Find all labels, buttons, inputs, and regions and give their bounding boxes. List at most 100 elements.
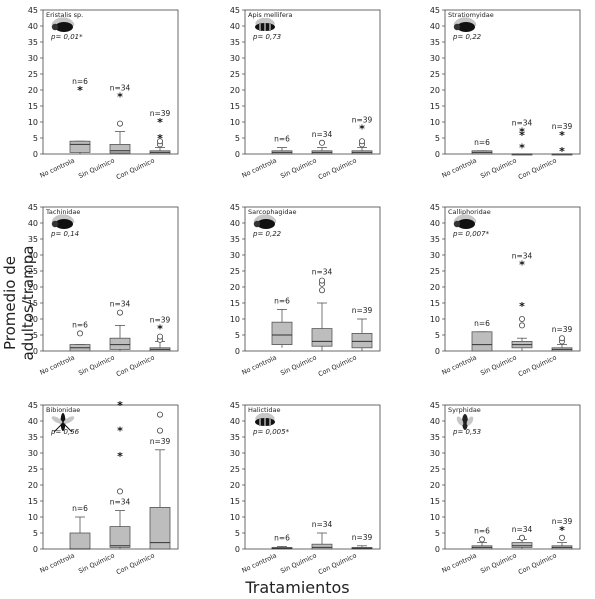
y-tick-label: 35 [28, 433, 38, 442]
box-iqr [511, 542, 533, 548]
y-tick-label: 10 [430, 118, 440, 127]
x-category-label: Sin Químico [279, 157, 318, 181]
y-tick-label: 40 [28, 219, 38, 228]
x-category-label: No controla [241, 552, 278, 575]
x-category-label: No controla [441, 157, 478, 180]
y-tick-label: 10 [230, 513, 240, 522]
outlier-point [117, 488, 124, 495]
y-tick-label: 30 [28, 54, 38, 63]
y-tick-label: 45 [430, 6, 440, 15]
panel-title: Apis mellifera [248, 11, 293, 19]
x-category-label: No controla [441, 552, 478, 575]
x-category-label: Con Químico [517, 552, 558, 577]
x-category-label: Sin Químico [479, 552, 518, 576]
box-group: *n=39 [351, 115, 373, 155]
sample-size-label: n=6 [72, 77, 88, 86]
y-tick-label: 35 [28, 38, 38, 47]
y-tick-label: 30 [28, 251, 38, 260]
sample-size-label: n=34 [512, 525, 533, 534]
panel-title: Bibionidae [46, 406, 80, 414]
box-group: n=6 [271, 533, 293, 550]
box-iqr [471, 331, 493, 352]
y-tick-label: 25 [28, 70, 38, 79]
outlier-point [559, 534, 566, 541]
y-tick-label: 0 [235, 545, 240, 554]
box-group: ***n=34 [511, 119, 533, 156]
box-iqr [69, 532, 91, 550]
box-group: n=34 [109, 300, 131, 351]
y-tick-label: 40 [230, 417, 240, 426]
chart-panel: 0 5 10 15 20 25 30 35 40 45 Sarcophagidae p= 0,22 n=… [230, 203, 381, 379]
x-category-label: Con Químico [115, 157, 156, 182]
y-tick-label: 30 [430, 54, 440, 63]
outlier-extreme-point: * [559, 524, 565, 537]
panel-title: Sarcophagidae [248, 208, 296, 216]
global-x-axis-label: Tratamientos [245, 578, 350, 597]
y-tick-label: 40 [28, 417, 38, 426]
outlier-point [318, 277, 325, 284]
outlier-extreme-point: * [157, 132, 163, 145]
chart-panel: 0 5 10 15 20 25 30 35 40 45 Apis mellifera p= 0,73 n… [230, 6, 381, 182]
y-tick-label: 35 [430, 235, 440, 244]
outlier-extreme-point: * [157, 323, 163, 336]
outlier-point [117, 309, 124, 316]
sample-size-label: n=6 [72, 320, 88, 329]
x-category-label: No controla [39, 552, 76, 575]
sample-size-label: n=34 [312, 268, 333, 277]
y-tick-label: 20 [430, 481, 440, 490]
p-value-label: p= 0,56 [50, 428, 80, 436]
y-tick-label: 35 [230, 38, 240, 47]
panel-frame [42, 404, 179, 550]
y-tick-label: 30 [430, 449, 440, 458]
y-tick-label: 40 [430, 22, 440, 31]
outlier-point [318, 139, 325, 146]
sample-size-label: n=39 [552, 325, 573, 334]
blowfly-icon [453, 214, 477, 229]
y-tick-label: 30 [430, 251, 440, 260]
soldier-fly-icon [453, 17, 477, 32]
y-tick-label: 45 [28, 203, 38, 212]
x-category-label: Con Químico [317, 354, 358, 379]
box-group: n=34 [511, 525, 533, 549]
x-category-label: Con Químico [317, 157, 358, 182]
march-fly-icon [51, 413, 75, 433]
x-category-label: Sin Químico [479, 157, 518, 181]
p-value-label: p= 0,73 [252, 33, 281, 41]
outlier-point [519, 315, 526, 322]
y-tick-label: 10 [230, 118, 240, 127]
panel-title: Calliphoridae [448, 208, 491, 216]
y-tick-label: 10 [28, 513, 38, 522]
box-group: **n=34 [511, 252, 533, 351]
panel-title: Tachinidae [45, 208, 80, 216]
y-tick-label: 25 [28, 465, 38, 474]
outlier-point [77, 330, 84, 337]
p-value-label: p= 0,53 [452, 428, 481, 436]
outlier-point [156, 333, 163, 340]
x-category-label: No controla [39, 157, 76, 180]
y-tick-label: 15 [28, 497, 38, 506]
panel-frame [444, 206, 581, 352]
sample-size-label: n=34 [312, 130, 333, 139]
y-tick-label: 5 [235, 331, 240, 340]
outlier-extreme-point: * [117, 399, 123, 412]
y-tick-label: 10 [28, 118, 38, 127]
y-tick-label: 5 [33, 134, 38, 143]
y-tick-label: 5 [235, 529, 240, 538]
tachinid-fly-icon [51, 214, 75, 229]
sample-size-label: n=6 [274, 135, 290, 144]
outlier-extreme-point: * [559, 129, 565, 142]
p-value-label: p= 0,14 [50, 230, 79, 238]
y-tick-label: 15 [28, 299, 38, 308]
box-group: n=39 [551, 325, 573, 352]
box-iqr [109, 337, 131, 350]
y-tick-label: 5 [435, 529, 440, 538]
y-tick-label: 25 [230, 70, 240, 79]
y-tick-label: 0 [235, 347, 240, 356]
y-tick-label: 20 [28, 283, 38, 292]
box-group: n=6 [69, 504, 91, 550]
syrphid-fly-icon [456, 414, 474, 430]
y-tick-label: 45 [230, 6, 240, 15]
panel-frame [42, 9, 179, 155]
y-tick-label: 20 [230, 481, 240, 490]
box-group: n=6 [69, 320, 91, 352]
